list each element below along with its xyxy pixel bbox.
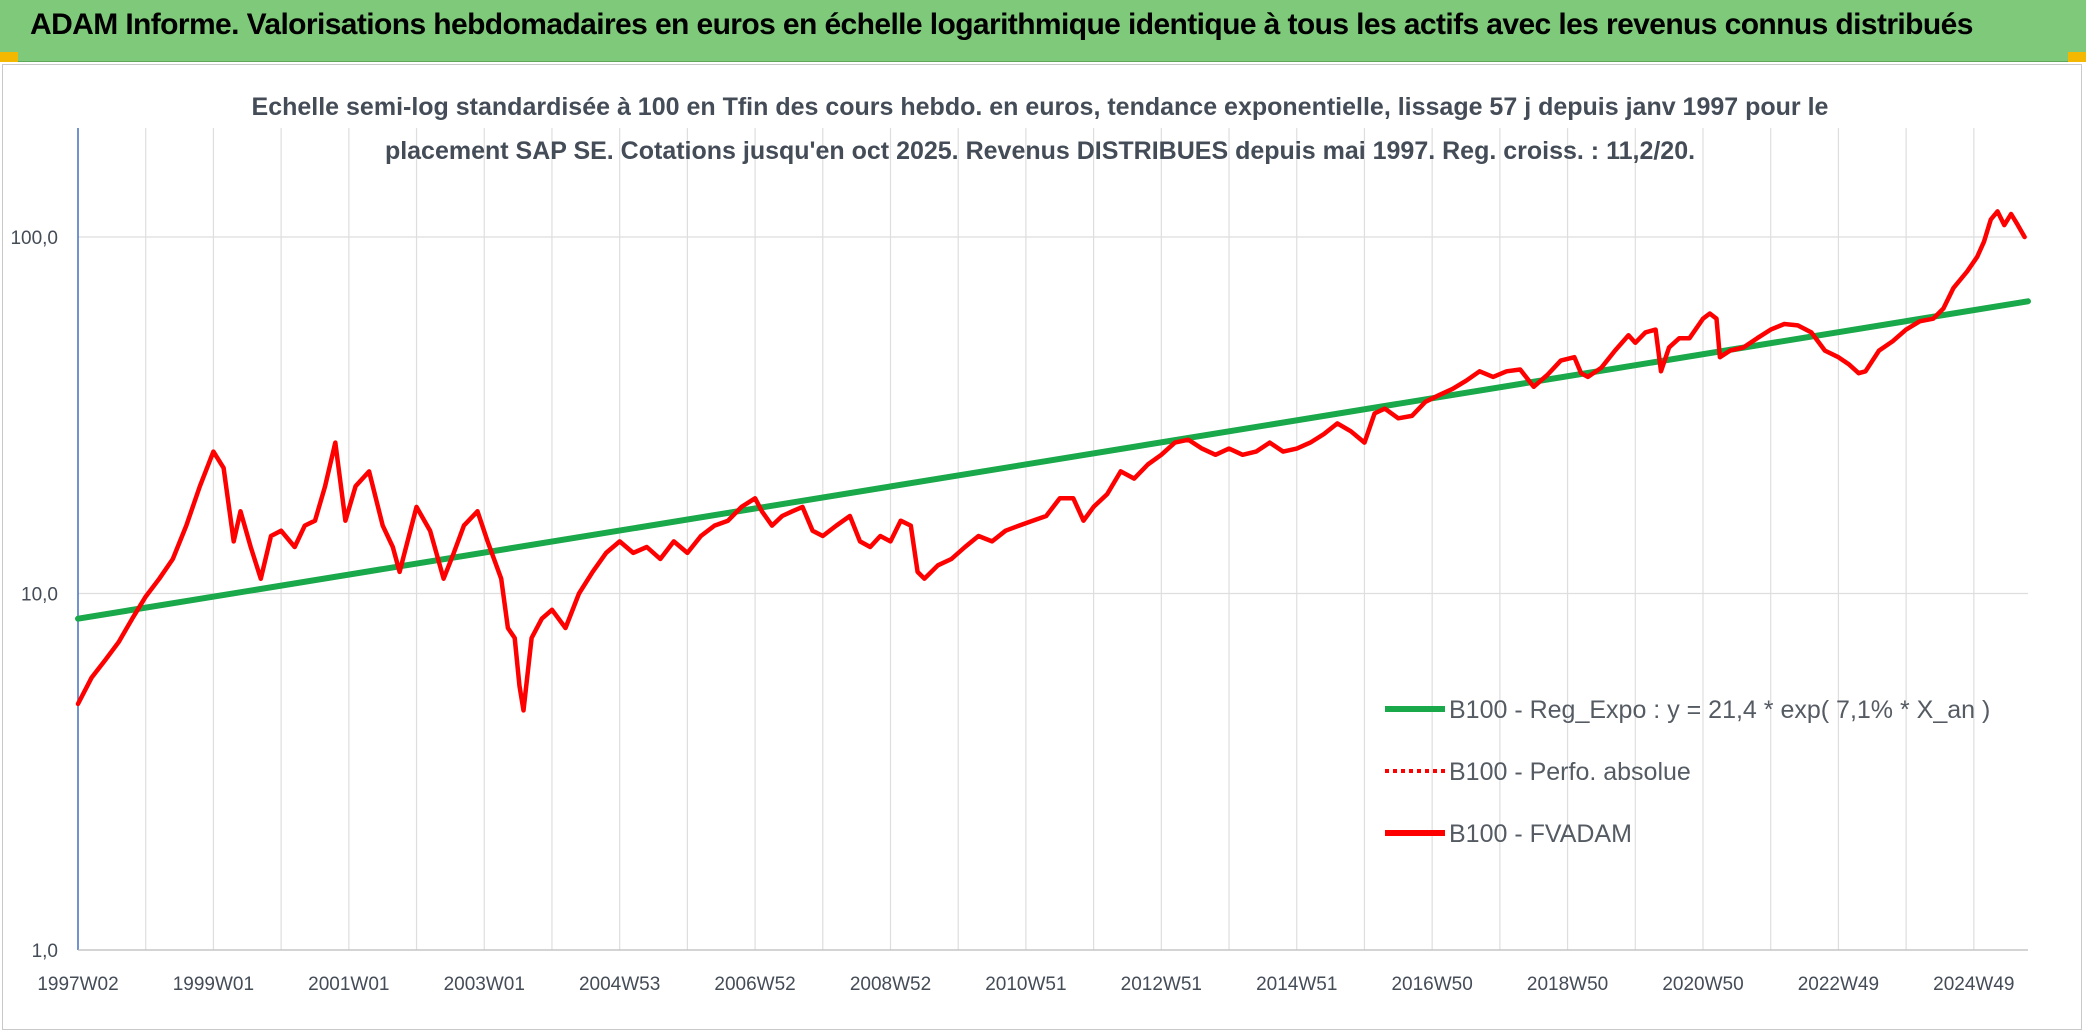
subtitle-line-1: Echelle semi-log standardisée à 100 en T… [252,93,1829,121]
y-tick-label: 100,0 [10,228,58,249]
corner-marker-right [2068,52,2086,62]
legend: B100 - Reg_Expo : y = 21,4 * exp( 7,1% *… [1385,696,1990,848]
x-tick-label: 2004W53 [579,974,660,995]
y-tick-label: 1,0 [32,941,58,962]
x-tick-label: 2024W49 [1933,974,2014,995]
x-tick-label: 2016W50 [1391,974,1472,995]
legend-label-2: B100 - Perfo. absolue [1449,758,1691,786]
data-lines [75,209,2031,713]
grid-lines [77,128,2028,951]
page-title: ADAM Informe. Valorisations hebdomadaire… [30,8,1973,41]
x-tick-label: 2003W01 [444,974,525,995]
x-tick-label: 2001W01 [308,974,389,995]
x-tick-label: 2022W49 [1798,974,1879,995]
x-tick-label: 2014W51 [1256,974,1337,995]
series-line-3 [75,209,2027,713]
header-banner: ADAM Informe. Valorisations hebdomadaire… [0,0,2086,62]
legend-label-3: B100 - FVADAM [1449,820,1632,848]
x-tick-label: 2008W52 [850,974,931,995]
chart-subtitle: Echelle semi-log standardisée à 100 en T… [252,93,1829,165]
subtitle-line-2: placement SAP SE. Cotations jusqu'en oct… [385,137,1695,165]
x-tick-label: 2012W51 [1121,974,1202,995]
x-tick-label: 1999W01 [173,974,254,995]
y-tick-label: 10,0 [21,585,58,606]
x-tick-label: 2020W50 [1662,974,1743,995]
axes [77,128,2028,951]
x-tick-label: 2006W52 [714,974,795,995]
x-tick-label: 2018W50 [1527,974,1608,995]
x-tick-label: 1997W02 [37,974,118,995]
legend-label-1: B100 - Reg_Expo : y = 21,4 * exp( 7,1% *… [1449,696,1990,724]
x-tick-label: 2010W51 [985,974,1066,995]
tick-labels: 1,0 10,0 100,0 1997W02 1999W01 2001W01 2003W01… [10,228,2014,995]
corner-marker-left [0,52,18,62]
chart-frame [2,64,2082,1030]
